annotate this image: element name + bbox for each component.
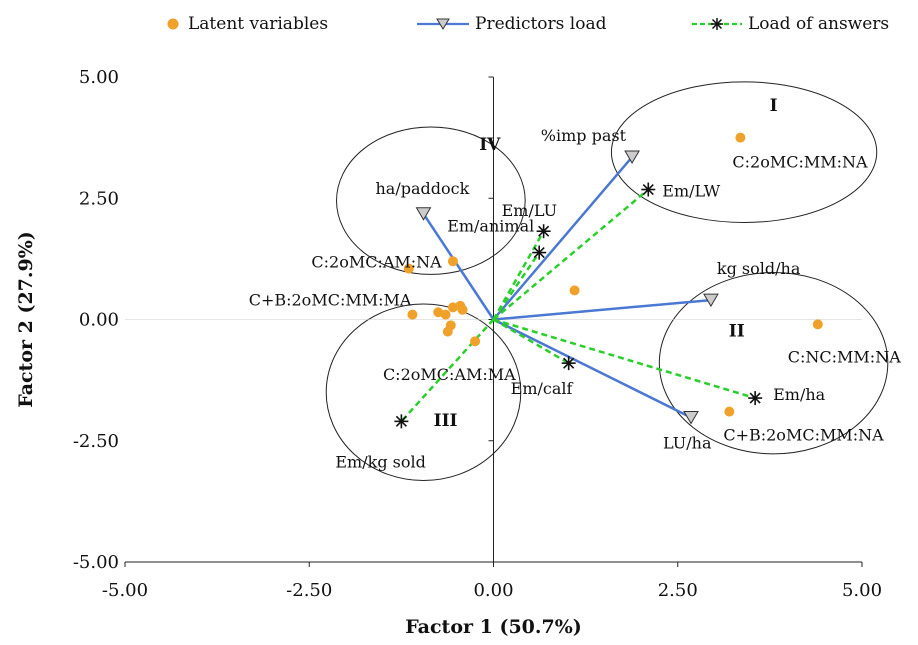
- latent-point: [447, 256, 458, 267]
- legend-load-of-answers: Load of answers: [690, 12, 889, 36]
- latent-point: [724, 406, 735, 417]
- point-label: kg sold/ha: [717, 259, 801, 278]
- latent-point: [735, 132, 746, 143]
- point-label: Em/kg sold: [335, 452, 425, 471]
- legend-predictors-label: Predictors load: [475, 14, 607, 34]
- axes: -5.00 -2.50 0.00 2.50 5.00 -5.00 -2.50 0.00 2.50…: [73, 67, 882, 601]
- group-ellipse-I: [610, 81, 878, 223]
- predictor-vector: [492, 156, 634, 321]
- predictor-vector: [493, 298, 712, 321]
- group-label: II: [729, 321, 745, 341]
- point-label: Em/ha: [773, 385, 826, 404]
- answer-marker-icon: [692, 18, 742, 30]
- answer-vector: [492, 230, 545, 321]
- predictor-vector: [422, 213, 495, 321]
- answer-vector: [492, 251, 541, 321]
- point-label: C:NC:MM:NA: [788, 347, 901, 366]
- legend-predictors-load: Predictors load: [415, 12, 606, 36]
- latent-point: [569, 285, 580, 296]
- answer-marker-stroke: [538, 225, 550, 237]
- latent-marker-icon: [167, 18, 179, 30]
- annotation-label: C:2oMC:AM:MA: [383, 365, 516, 384]
- x-tick-label: 5.00: [842, 580, 882, 601]
- x-tick-label: 0.00: [473, 580, 513, 601]
- group-label: I: [770, 96, 778, 116]
- point-label: %imp past: [541, 126, 627, 145]
- latent-point: [442, 326, 453, 337]
- load-vectors: [400, 156, 756, 423]
- y-tick-label: 5.00: [79, 67, 119, 88]
- x-axis-title: Factor 1 (50.7%): [405, 616, 582, 638]
- legend-answers-label: Load of answers: [748, 14, 890, 34]
- latent-points: [403, 132, 823, 417]
- predictor-marker-icon: [417, 18, 469, 30]
- answer-vector: [492, 188, 650, 321]
- answer-marker-stroke: [749, 392, 761, 404]
- x-tick-label: -2.50: [286, 580, 332, 601]
- predictor-vector: [492, 318, 692, 419]
- point-label: C:2oMC:AM:NA: [311, 253, 442, 272]
- answer-vector: [492, 318, 570, 365]
- group-ellipse-II: [658, 271, 889, 455]
- answer-marker: [561, 356, 576, 371]
- answer-marker: [532, 245, 547, 260]
- answer-marker: [641, 182, 656, 197]
- latent-point: [470, 336, 481, 347]
- y-axis-title: Factor 2 (27.9%): [15, 231, 37, 408]
- y-tick-label: 0.00: [79, 310, 119, 331]
- point-label: C+B:2oMC:MM:MA: [249, 291, 412, 310]
- answer-vector: [400, 318, 495, 423]
- latent-point: [812, 319, 823, 330]
- group-ellipse-IV: [336, 126, 526, 275]
- point-label: ha/paddock: [375, 179, 469, 198]
- y-tick-label: -2.50: [73, 431, 119, 452]
- point-label: Em/LU: [502, 201, 557, 220]
- answer-marker-stroke: [395, 415, 407, 427]
- point-labels: C:2oMC:MM:NA C:2oMC:AM:NA C+B:2oMC:MM:MA C:…: [249, 96, 901, 471]
- x-tick-label: -5.00: [102, 580, 148, 601]
- answer-vector: [493, 318, 756, 400]
- x-tick-label: 2.50: [658, 580, 698, 601]
- answer-marker-stroke: [563, 357, 575, 369]
- point-label: C+B:2oMC:MM:NA: [723, 426, 884, 445]
- point-label: Em/calf: [511, 379, 574, 398]
- answer-marker-stroke: [533, 247, 545, 259]
- answer-marker-stroke: [642, 183, 654, 196]
- latent-point: [407, 309, 418, 320]
- cluster-ellipses: [325, 81, 889, 482]
- answer-marker: [748, 391, 763, 406]
- latent-point: [440, 309, 451, 320]
- group-label: III: [434, 411, 458, 431]
- latent-point: [403, 263, 414, 274]
- y-tick-label: -5.00: [73, 552, 119, 573]
- answer-marker: [394, 414, 409, 429]
- vector-markers: [394, 150, 763, 429]
- predictor-marker: [624, 150, 640, 165]
- group-ellipse-III: [325, 303, 522, 482]
- group-label: IV: [479, 135, 501, 155]
- point-label: C:2oMC:MM:NA: [732, 153, 868, 172]
- point-label: Em/LW: [662, 182, 720, 201]
- predictor-marker: [703, 293, 719, 308]
- legend-latent-label: Latent variables: [188, 14, 329, 34]
- legend-latent-variables: Latent variables: [162, 12, 328, 36]
- answer-marker: [536, 224, 551, 239]
- latent-point: [457, 304, 468, 315]
- y-tick-label: 2.50: [79, 188, 119, 209]
- predictor-marker: [683, 410, 699, 425]
- point-label: LU/ha: [663, 433, 712, 452]
- predictor-marker: [415, 207, 432, 221]
- point-label: Em/animal: [447, 217, 534, 236]
